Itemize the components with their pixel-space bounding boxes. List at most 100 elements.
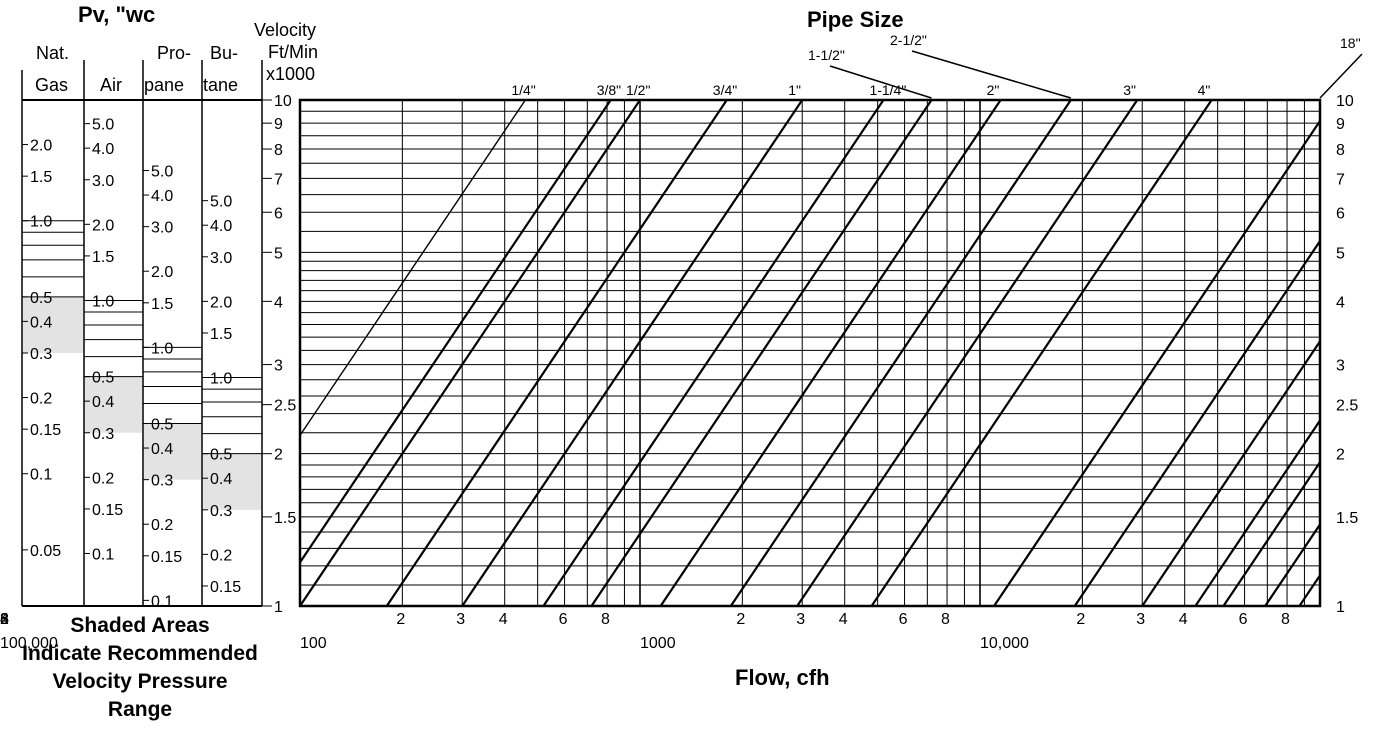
scale-label-air: 0.15: [92, 502, 123, 519]
x-tick-label: 2: [736, 611, 745, 628]
x-tick-label: 8: [601, 611, 610, 628]
pipe-size-callout: 1-1/2": [808, 47, 845, 63]
right-y-tick-label: 3: [1336, 358, 1345, 375]
x-tick-label: 3: [796, 611, 805, 628]
scale-label-propane: 5.0: [151, 164, 173, 181]
velocity-tick-label: 1: [274, 599, 283, 616]
right-y-tick-label: 2.5: [1336, 398, 1358, 415]
shade-air: [85, 376, 142, 433]
x-tick-label: 8: [0, 611, 9, 628]
pipe-size-label: 3/4": [713, 82, 737, 98]
velocity-tick-label: 1.5: [274, 510, 296, 527]
pipe-line-2: [659, 99, 1002, 607]
x-tick-label: 1000: [640, 635, 676, 652]
scale-label-propane: 0.15: [151, 549, 182, 566]
velocity-tick-label: 8: [274, 142, 283, 159]
right-y-tick-label: 7: [1336, 171, 1345, 188]
x-tick-label: 4: [499, 611, 508, 628]
scale-label-butane: 4.0: [210, 218, 232, 235]
x-tick-label: 3: [1136, 611, 1145, 628]
callout-arrow: [829, 65, 932, 99]
pipe-size-title: Pipe Size: [807, 7, 904, 32]
col-butane-label-1: Bu-: [210, 43, 239, 63]
scale-label-butane: 5.0: [210, 194, 232, 211]
scale-label-natgas: 0.3: [30, 346, 52, 363]
scale-label-butane: 3.0: [210, 250, 232, 267]
col-propane-label-1: Pro-: [157, 43, 192, 63]
scale-label-propane: 0.2: [151, 517, 173, 534]
scale-label-propane: 1.0: [151, 340, 173, 357]
x-tick-label: 8: [1281, 611, 1290, 628]
right-y-tick-label: 5: [1336, 245, 1345, 262]
x-tick-label: 4: [1179, 611, 1188, 628]
velocity-tick-label: 6: [274, 205, 283, 222]
scale-label-propane: 0.1: [151, 593, 173, 610]
scale-label-propane: 0.5: [151, 417, 173, 434]
scale-label-natgas: 0.1: [30, 467, 52, 484]
x-tick-label: 3: [0, 611, 9, 628]
shade-butane: [203, 453, 261, 510]
col-natgas-label-1: Nat.: [36, 43, 70, 63]
col-natgas-label-2: Gas: [35, 75, 69, 95]
pipe-line-38: [299, 99, 612, 564]
pipe-line-8: [1073, 240, 1321, 607]
scale-label-natgas: 0.05: [30, 543, 61, 560]
scale-label-butane: 0.4: [210, 471, 232, 488]
pipe-line-14: [1222, 461, 1321, 607]
pipe-line-12: [299, 99, 641, 607]
scale-label-air: 0.1: [92, 546, 114, 563]
pipe-size-callout: 18": [1340, 35, 1361, 51]
pipe-line-1: [461, 99, 804, 607]
pipe-size-label: 1-1/4": [869, 82, 906, 98]
pipe-line-34: [385, 99, 728, 607]
x-tick-label: 6: [559, 611, 568, 628]
pipe-size-label: 1/2": [626, 82, 650, 98]
pipe-line-6: [993, 120, 1321, 607]
scale-label-butane: 0.5: [210, 447, 232, 464]
scale-label-air: 0.4: [92, 394, 114, 411]
right-y-tick-label: 10: [1336, 93, 1354, 110]
pipe-line-12: [1194, 419, 1321, 607]
velocity-tick-label: 2.5: [274, 398, 296, 415]
scale-label-air: 0.2: [92, 470, 114, 487]
col-butane-label-2: tane: [203, 75, 239, 95]
pipe-line-10: [1141, 340, 1321, 607]
pipe-line-16: [1264, 523, 1321, 607]
scale-label-butane: 0.15: [210, 579, 241, 596]
right-y-tick-label: 1: [1336, 599, 1345, 616]
velocity-tick-label: 10: [274, 93, 292, 110]
shade-propane: [144, 423, 201, 480]
scale-label-butane: 1.5: [210, 326, 232, 343]
pipe-size-label: 1": [788, 82, 801, 98]
velocity-tick-label: 7: [274, 171, 283, 188]
x-tick-label: 100: [300, 635, 327, 652]
x-tick-label: 6: [899, 611, 908, 628]
x-tick-label: 6: [1239, 611, 1248, 628]
pipe-line-14: [299, 99, 526, 436]
scale-label-air: 1.0: [92, 293, 114, 310]
right-y-tick-label: 2: [1336, 447, 1345, 464]
flow-axis-title: Flow, cfh: [735, 665, 830, 690]
scale-label-propane: 4.0: [151, 188, 173, 205]
velocity-title-3: x1000: [266, 64, 316, 84]
right-y-tick-label: 6: [1336, 205, 1345, 222]
pipe-size-label: 4": [1198, 82, 1211, 98]
scale-label-propane: 3.0: [151, 220, 173, 237]
x-tick-label: 2: [0, 611, 9, 628]
scale-label-air: 5.0: [92, 117, 114, 134]
x-tick-label: 2: [1076, 611, 1085, 628]
pipe-size-label: 1/4": [511, 82, 535, 98]
scale-label-butane: 2.0: [210, 294, 232, 311]
scale-label-butane: 0.3: [210, 503, 232, 520]
velocity-tick-label: 5: [274, 245, 283, 262]
x-tick-label: 3: [456, 611, 465, 628]
scale-label-propane: 2.0: [151, 264, 173, 281]
scale-label-natgas: 0.4: [30, 314, 52, 331]
x-tick-label: 2: [396, 611, 405, 628]
shade-natgas: [23, 296, 83, 353]
pipe-line-3: [796, 99, 1139, 607]
pipe-size-callout: 2-1/2": [890, 32, 927, 48]
scale-label-air: 1.5: [92, 249, 114, 266]
